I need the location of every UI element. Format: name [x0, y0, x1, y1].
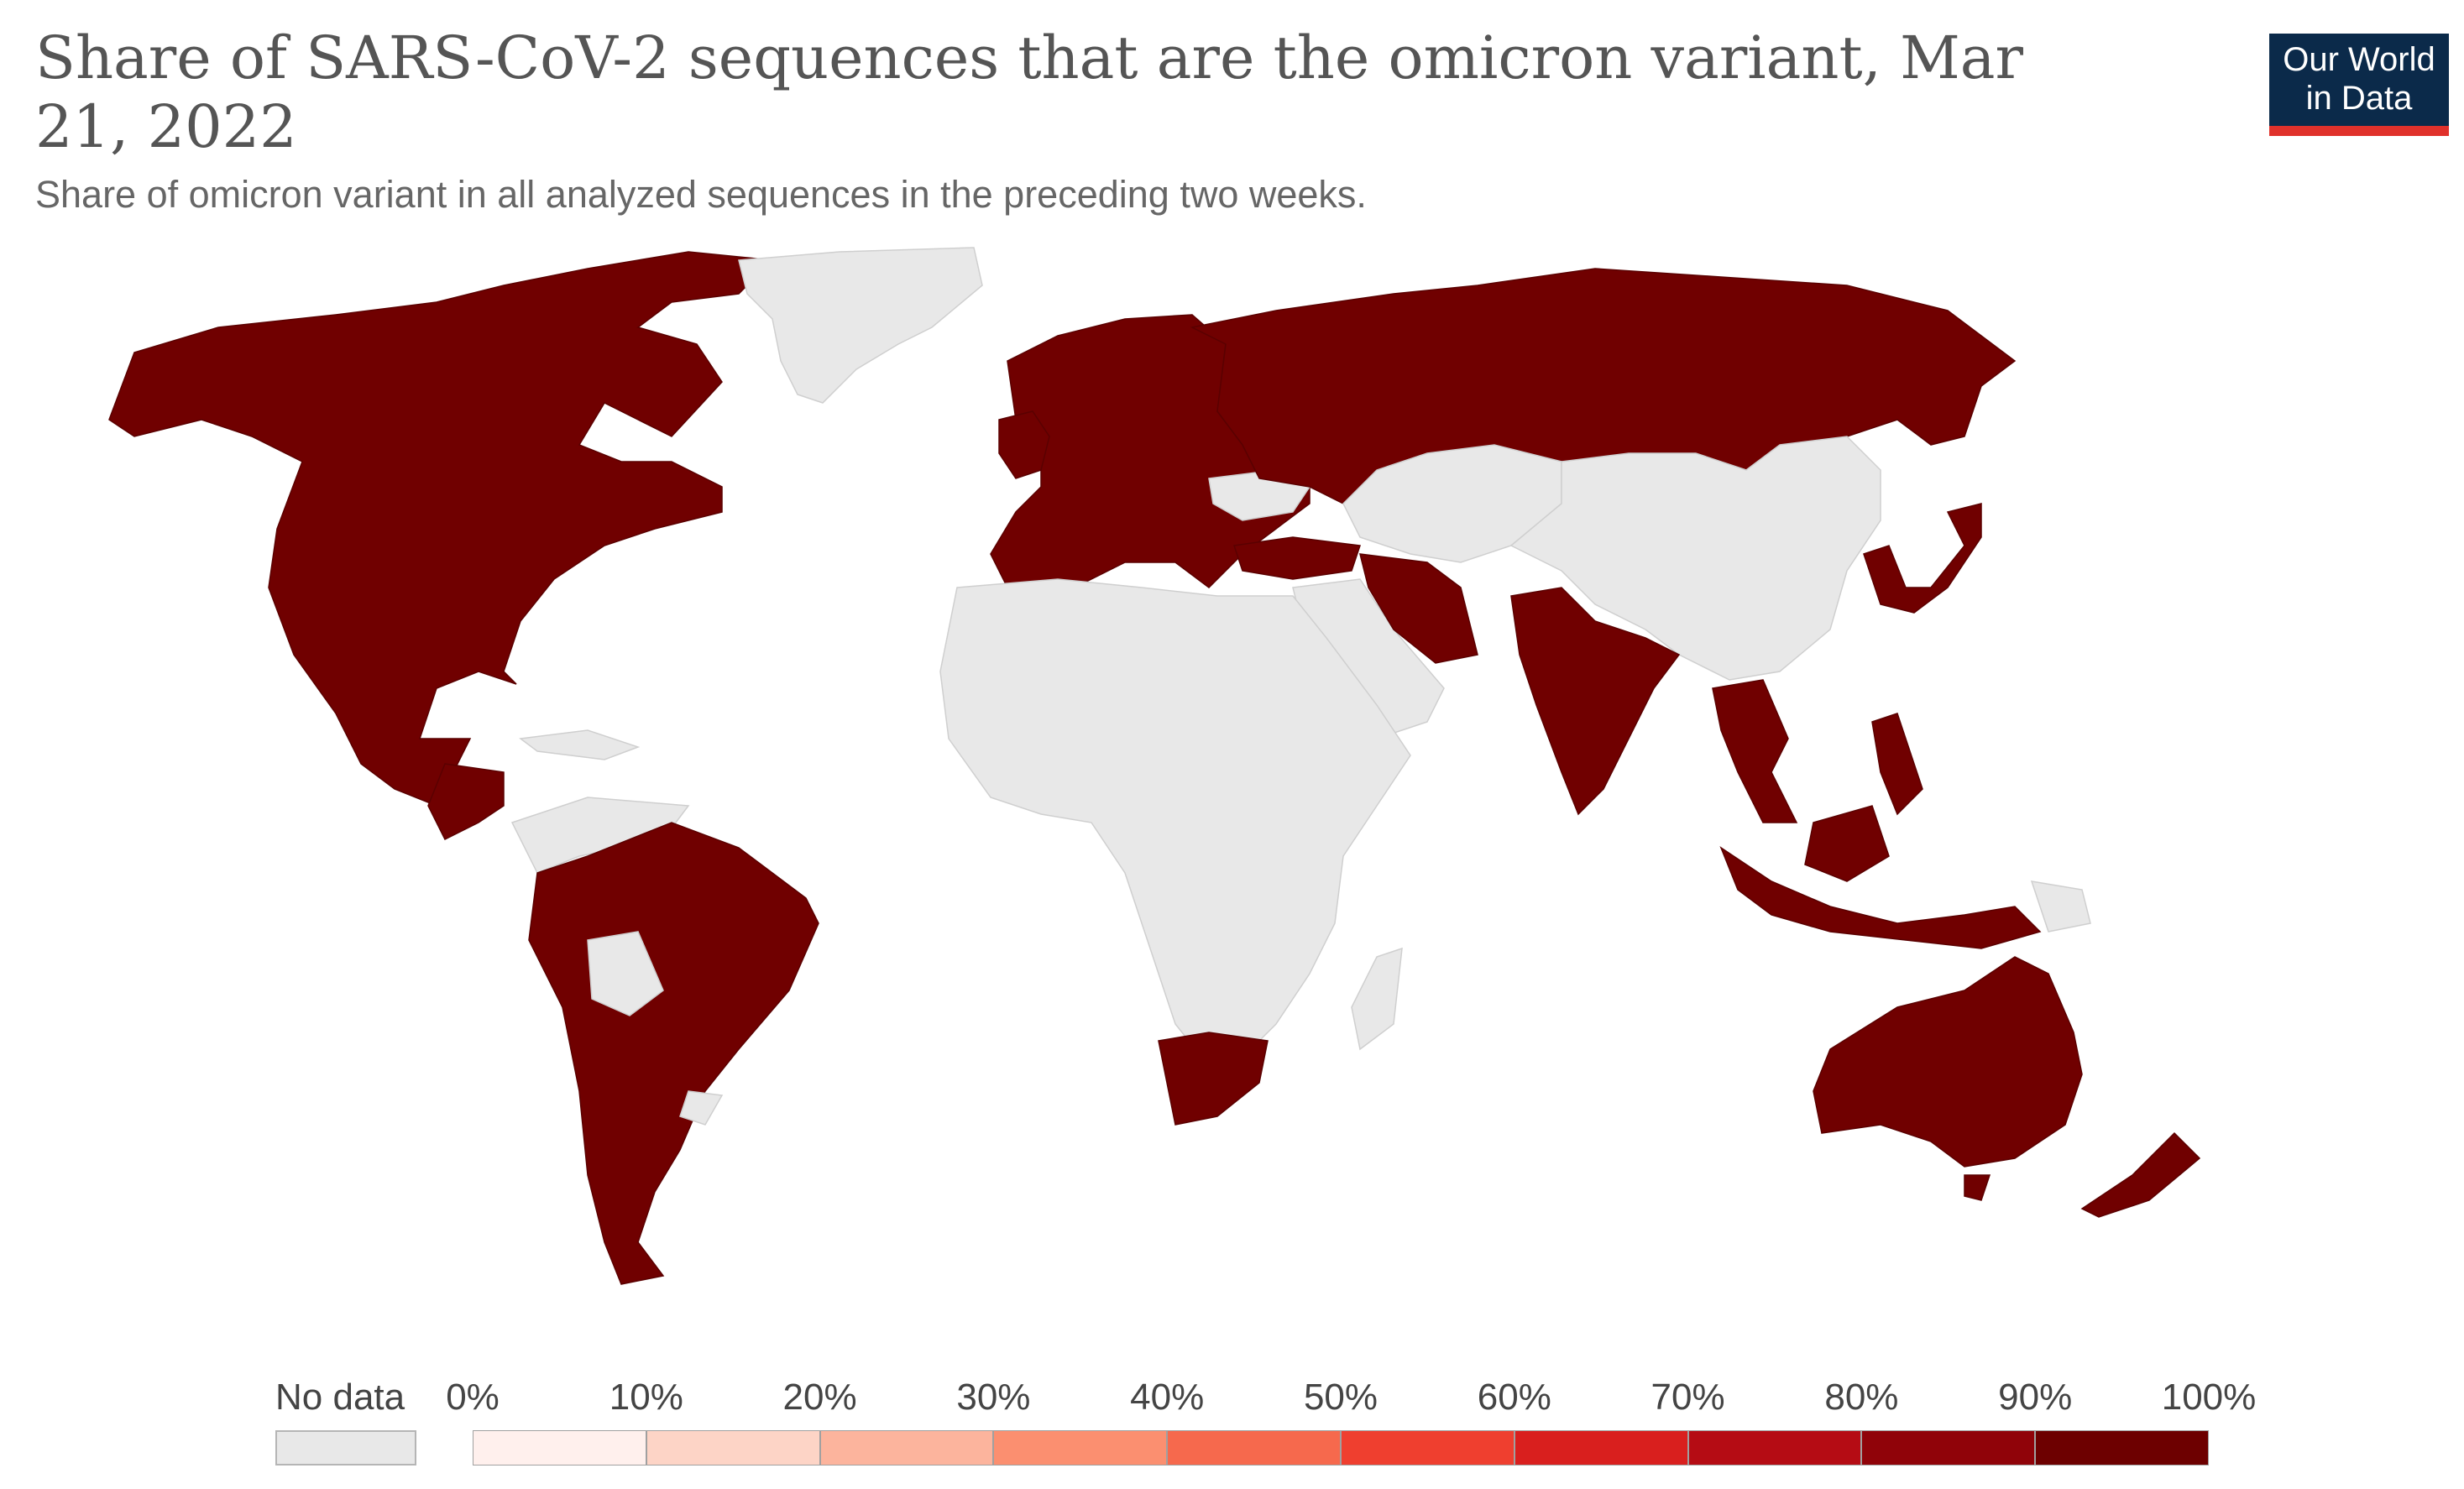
- legend-tick-label: 60%: [1477, 1377, 1551, 1418]
- legend-bin-3[interactable]: [993, 1430, 1168, 1465]
- region-japan-korea[interactable]: [1863, 503, 1982, 614]
- legend-tick-label: 80%: [1824, 1377, 1899, 1418]
- chart-title: Share of SARS-CoV-2 sequences that are t…: [35, 24, 2024, 161]
- region-bolivia[interactable]: [587, 931, 664, 1016]
- legend-tick-label: 30%: [956, 1377, 1031, 1418]
- region-borneo[interactable]: [1804, 805, 1890, 882]
- region-africa[interactable]: [939, 578, 1411, 1067]
- legend-tick-label: 100%: [2161, 1377, 2257, 1418]
- region-indonesia-malaysia[interactable]: [1719, 846, 2042, 949]
- legend-bin-4[interactable]: [1167, 1430, 1341, 1465]
- region-tasmania[interactable]: [1964, 1174, 1991, 1201]
- owid-logo[interactable]: Our World in Data: [2269, 34, 2449, 136]
- region-uk-ireland[interactable]: [998, 410, 1050, 479]
- logo-line-2: in Data: [2305, 80, 2413, 117]
- legend-bin-5[interactable]: [1340, 1430, 1514, 1465]
- region-southeast-asia[interactable]: [1712, 679, 1798, 823]
- region-iran[interactable]: [1359, 553, 1478, 664]
- region-australia[interactable]: [1813, 956, 2083, 1168]
- region-greenland[interactable]: [738, 247, 983, 404]
- region-papua-new-guinea[interactable]: [2030, 880, 2091, 933]
- legend-bin-0[interactable]: [473, 1430, 646, 1465]
- region-south-america[interactable]: [528, 822, 819, 1285]
- legend-tick-label: 70%: [1651, 1377, 1725, 1418]
- region-caribbean[interactable]: [519, 729, 641, 760]
- region-north-america[interactable]: [108, 251, 774, 807]
- legend-bin-8[interactable]: [1861, 1430, 2036, 1465]
- region-new-zealand[interactable]: [2080, 1131, 2201, 1218]
- legend-tick-label: 20%: [782, 1377, 857, 1418]
- region-uruguay[interactable]: [679, 1090, 724, 1126]
- legend-tick-label: 90%: [1998, 1377, 2073, 1418]
- region-central-america[interactable]: [427, 763, 505, 841]
- region-madagascar[interactable]: [1351, 947, 1403, 1051]
- legend-tick-label: 0%: [446, 1377, 500, 1418]
- legend-bin-6[interactable]: [1514, 1430, 1688, 1465]
- region-india[interactable]: [1510, 587, 1681, 816]
- chart-subtitle: Share of omicron variant in all analyzed…: [35, 173, 1367, 216]
- legend-tick-label: 10%: [609, 1377, 683, 1418]
- region-philippines[interactable]: [1871, 713, 1923, 816]
- legend-color-scale: [473, 1430, 2209, 1465]
- logo-line-1: Our World: [2283, 41, 2435, 78]
- world-map-svg: [108, 247, 2201, 1285]
- legend-tick-label: 50%: [1303, 1377, 1378, 1418]
- legend-no-data-label: No data: [275, 1377, 405, 1418]
- legend-bin-1[interactable]: [646, 1430, 820, 1465]
- region-china-mongolia[interactable]: [1509, 436, 1881, 681]
- legend-bin-2[interactable]: [819, 1430, 994, 1465]
- world-map: [0, 235, 2464, 1326]
- legend-tick-label: 40%: [1130, 1377, 1205, 1418]
- region-south-africa[interactable]: [1158, 1032, 1269, 1126]
- region-turkey[interactable]: [1233, 536, 1362, 580]
- legend-bin-9[interactable]: [2035, 1430, 2209, 1465]
- legend-no-data-swatch[interactable]: [275, 1430, 416, 1465]
- legend-bin-7[interactable]: [1687, 1430, 1862, 1465]
